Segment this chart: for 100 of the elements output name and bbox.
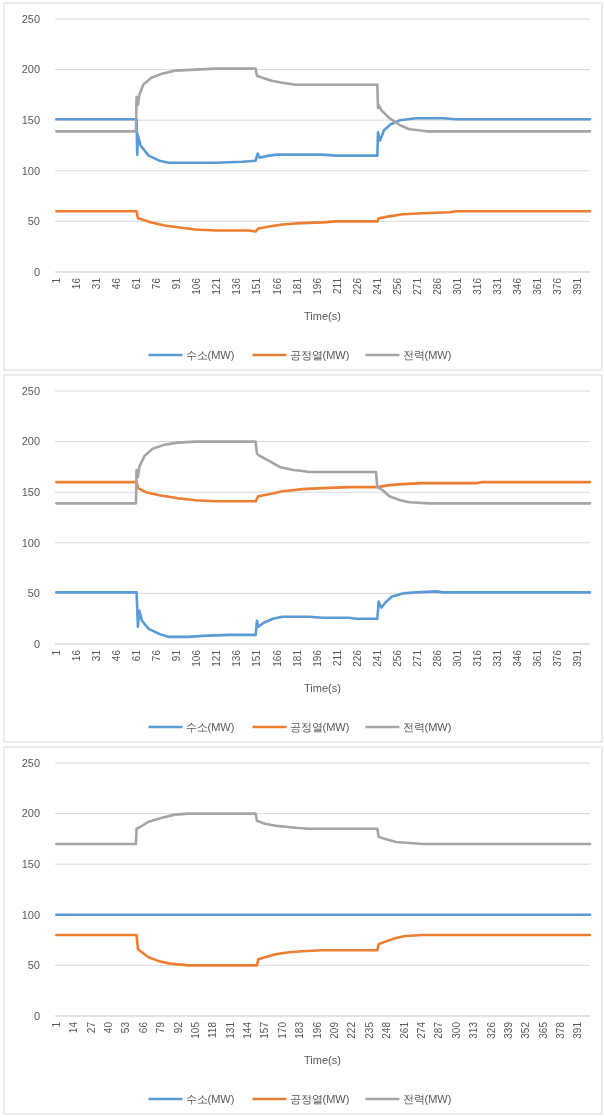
legend-label: 전력(MW) — [402, 1092, 452, 1105]
x-tick-label: 316 — [472, 649, 484, 667]
x-tick-label: 1 — [50, 1021, 62, 1028]
y-tick-label: 100 — [21, 536, 40, 549]
line-series — [55, 933, 592, 967]
x-tick-label: 391 — [572, 1021, 584, 1039]
x-axis-title: Time(s) — [304, 310, 341, 322]
legend-label: 공정열(MW) — [289, 348, 350, 361]
y-tick-label: 200 — [21, 807, 40, 820]
x-tick-label: 136 — [231, 649, 243, 667]
line-series — [55, 590, 592, 639]
y-tick-label: 250 — [21, 12, 40, 25]
x-tick-label: 76 — [151, 277, 163, 290]
x-tick-label: 331 — [492, 277, 504, 295]
x-tick-label: 16 — [70, 649, 82, 662]
x-tick-label: 286 — [432, 649, 444, 667]
x-tick-label: 391 — [572, 649, 584, 667]
x-tick-label: 53 — [120, 1021, 132, 1034]
line-series — [55, 812, 592, 846]
x-tick-label: 118 — [207, 1021, 219, 1038]
legend-label: 전력(MW) — [402, 348, 452, 361]
x-tick-label: 1 — [50, 649, 62, 656]
x-tick-label: 31 — [90, 277, 102, 290]
y-tick-label: 250 — [21, 384, 40, 397]
x-tick-label: 378 — [555, 1021, 567, 1039]
y-tick-label: 100 — [21, 908, 40, 921]
x-tick-label: 136 — [231, 277, 243, 295]
y-tick-label: 150 — [21, 486, 40, 499]
x-tick-label: 106 — [191, 649, 203, 667]
legend-label: 공정열(MW) — [289, 720, 350, 733]
x-tick-label: 241 — [371, 649, 383, 667]
x-tick-label: 183 — [294, 1021, 306, 1039]
x-tick-label: 361 — [532, 277, 544, 295]
x-tick-label: 316 — [472, 277, 484, 295]
x-tick-label: 16 — [70, 277, 82, 290]
x-tick-label: 211 — [331, 649, 343, 666]
x-tick-label: 211 — [331, 277, 343, 294]
x-tick-label: 376 — [552, 649, 564, 667]
x-tick-label: 92 — [172, 1021, 184, 1034]
y-tick-label: 150 — [21, 114, 40, 127]
x-axis-title: Time(s) — [304, 682, 341, 694]
line-series — [55, 209, 592, 233]
line-series — [55, 116, 592, 164]
x-tick-label: 235 — [363, 1021, 375, 1039]
x-tick-label: 226 — [351, 649, 363, 667]
x-tick-label: 105 — [189, 1021, 201, 1039]
x-tick-label: 196 — [311, 277, 323, 295]
x-tick-label: 256 — [391, 277, 403, 295]
y-tick-label: 250 — [21, 756, 40, 769]
x-tick-label: 248 — [381, 1021, 393, 1039]
y-tick-label: 200 — [21, 63, 40, 76]
x-tick-label: 274 — [415, 1021, 427, 1039]
x-tick-label: 91 — [171, 277, 183, 290]
legend-label: 수소(MW) — [185, 348, 235, 361]
x-tick-label: 271 — [411, 277, 423, 295]
x-tick-label: 166 — [271, 277, 283, 295]
x-tick-label: 326 — [485, 1021, 497, 1039]
legend-label: 수소(MW) — [185, 720, 235, 733]
x-tick-label: 106 — [191, 277, 203, 295]
x-axis-title: Time(s) — [304, 1054, 341, 1066]
x-tick-label: 181 — [291, 277, 303, 295]
x-tick-label: 131 — [224, 1021, 236, 1039]
x-tick-label: 151 — [251, 649, 263, 667]
x-tick-label: 361 — [532, 649, 544, 667]
legend-label: 전력(MW) — [402, 720, 452, 733]
x-tick-label: 287 — [433, 1021, 445, 1039]
x-tick-label: 31 — [90, 649, 102, 662]
x-tick-label: 121 — [211, 649, 223, 667]
x-tick-label: 391 — [572, 277, 584, 295]
x-tick-label: 256 — [391, 649, 403, 667]
y-tick-label: 50 — [27, 587, 40, 600]
line-series — [55, 440, 592, 505]
x-tick-label: 339 — [502, 1021, 514, 1039]
y-tick-label: 150 — [21, 858, 40, 871]
x-tick-label: 76 — [151, 649, 163, 662]
x-tick-label: 79 — [155, 1021, 167, 1034]
x-tick-label: 241 — [371, 277, 383, 295]
x-tick-label: 181 — [291, 649, 303, 667]
x-tick-label: 144 — [242, 1021, 254, 1039]
x-tick-label: 61 — [131, 649, 143, 662]
x-tick-label: 46 — [111, 277, 123, 290]
x-tick-label: 271 — [411, 649, 423, 667]
line-series — [55, 67, 592, 133]
x-tick-label: 352 — [520, 1021, 532, 1039]
legend-label: 공정열(MW) — [289, 1092, 350, 1105]
x-tick-label: 313 — [468, 1021, 480, 1039]
x-tick-label: 346 — [512, 649, 524, 667]
y-tick-label: 0 — [33, 637, 40, 650]
x-tick-label: 376 — [552, 277, 564, 295]
x-tick-label: 196 — [311, 1021, 323, 1039]
y-tick-label: 100 — [21, 164, 40, 177]
x-tick-label: 226 — [351, 277, 363, 295]
x-tick-label: 365 — [537, 1021, 549, 1039]
x-tick-label: 170 — [276, 1021, 288, 1039]
legend-label: 수소(MW) — [185, 1092, 235, 1105]
y-tick-label: 50 — [27, 215, 40, 228]
x-tick-label: 209 — [329, 1021, 341, 1039]
x-tick-label: 46 — [111, 649, 123, 662]
x-tick-label: 1 — [50, 277, 62, 284]
x-tick-label: 261 — [398, 1021, 410, 1039]
